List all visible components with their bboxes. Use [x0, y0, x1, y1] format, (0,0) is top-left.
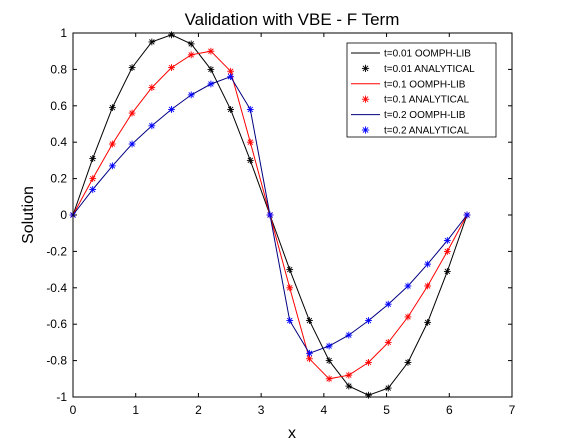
series-marker: [187, 91, 195, 99]
x-tick-label: 7: [509, 403, 516, 417]
series-marker: [89, 175, 97, 182]
series-marker: [207, 80, 215, 88]
series-marker: [345, 371, 353, 379]
y-tick-label: 0.6: [50, 99, 67, 113]
series-marker: [128, 140, 136, 148]
series-marker: [306, 355, 313, 363]
x-tick-label: 2: [195, 403, 202, 417]
legend: t=0.01 OOMPH-LIB t=0.01 ANALYTICAL t=0.1 O…: [346, 42, 497, 138]
chart-title: Validation with VBE - F Term: [185, 10, 400, 29]
y-tick-label: 1: [60, 26, 67, 40]
series-marker: [384, 300, 392, 308]
series-marker: [404, 313, 412, 321]
series-marker: [227, 73, 235, 81]
series-marker: [227, 106, 235, 113]
series-marker: [286, 284, 294, 292]
series-marker: [443, 237, 451, 244]
series-marker: [168, 31, 175, 39]
series-marker: [108, 140, 116, 148]
series-marker: [89, 155, 97, 162]
ticks-layer: 0 1 2 3 4 5 6 7 -1 -0.8 -0.6 -0.4 -0.2 0 0.2 0.4 0.6 0.8 1: [46, 26, 515, 417]
series-marker: [246, 157, 254, 164]
series-marker: [384, 384, 392, 392]
y-axis-label: Solution: [20, 186, 37, 244]
series-marker: [128, 109, 136, 117]
series-marker: [424, 260, 432, 268]
series-marker: [404, 359, 412, 366]
legend-marker-swatch: [361, 64, 370, 72]
legend-label: t=0.2 ANALYTICAL: [384, 126, 470, 137]
y-tick-label: 0.8: [50, 62, 67, 76]
series-marker: [148, 84, 156, 91]
series-marker: [207, 66, 215, 73]
legend-label: t=0.1 OOMPH-LIB: [384, 79, 466, 90]
series-marker: [108, 104, 116, 112]
legend-items: t=0.01 OOMPH-LIB t=0.01 ANALYTICAL t=0.1 O…: [351, 49, 475, 137]
series-marker: [286, 317, 294, 324]
legend-label: t=0.01 ANALYTICAL: [384, 64, 475, 75]
series-marker: [207, 47, 215, 55]
series-layer: [69, 31, 471, 399]
series-marker: [108, 162, 116, 170]
series-marker: [463, 211, 471, 219]
series-marker: [187, 51, 195, 59]
x-tick-label: 0: [70, 403, 77, 417]
series-marker: [443, 248, 451, 255]
legend-label: t=0.1 ANALYTICAL: [384, 95, 470, 106]
y-tick-label: 0: [60, 208, 67, 222]
series-marker: [246, 138, 254, 146]
series-marker: [443, 268, 451, 275]
series-marker: [168, 106, 175, 113]
series-marker: [384, 339, 392, 346]
y-tick-label: -1: [56, 390, 67, 404]
series-marker: [89, 186, 97, 193]
series-marker: [227, 67, 235, 75]
legend-marker-swatch: [361, 95, 370, 103]
x-axis-label: x: [288, 425, 296, 442]
series-marker: [404, 282, 412, 290]
series-marker: [286, 266, 294, 273]
series-marker: [168, 64, 175, 71]
series-marker: [187, 40, 195, 48]
series-marker: [266, 211, 274, 219]
x-tick-label: 4: [321, 403, 328, 417]
y-tick-label: 0.4: [50, 135, 67, 149]
x-tick-label: 5: [383, 403, 390, 417]
series-marker: [325, 375, 333, 383]
y-tick-label: 0.2: [50, 172, 67, 186]
legend-label: t=0.2 OOMPH-LIB: [384, 110, 466, 121]
y-tick-label: -0.4: [46, 281, 67, 295]
series-marker: [365, 359, 372, 366]
x-tick-label: 6: [446, 403, 453, 417]
series-marker: [325, 357, 333, 364]
series-marker: [345, 331, 353, 339]
y-tick-label: -0.8: [46, 354, 67, 368]
series-marker: [246, 106, 254, 113]
series-marker: [306, 349, 313, 357]
series-marker: [148, 122, 156, 130]
series-marker: [325, 342, 333, 350]
y-tick-label: -0.6: [46, 317, 67, 331]
series-marker: [148, 38, 156, 46]
y-tick-label: -0.2: [46, 244, 67, 258]
series-marker: [424, 282, 432, 290]
legend-box: [346, 42, 497, 138]
x-tick-label: 1: [132, 403, 139, 417]
series-marker: [306, 317, 313, 324]
series-marker: [128, 64, 136, 71]
x-tick-label: 3: [258, 403, 265, 417]
legend-marker-swatch: [361, 126, 370, 134]
legend-label: t=0.01 OOMPH-LIB: [384, 49, 471, 60]
series-marker: [365, 317, 372, 324]
series-marker: [345, 382, 353, 390]
series-marker: [365, 391, 372, 399]
series-marker: [424, 318, 432, 326]
